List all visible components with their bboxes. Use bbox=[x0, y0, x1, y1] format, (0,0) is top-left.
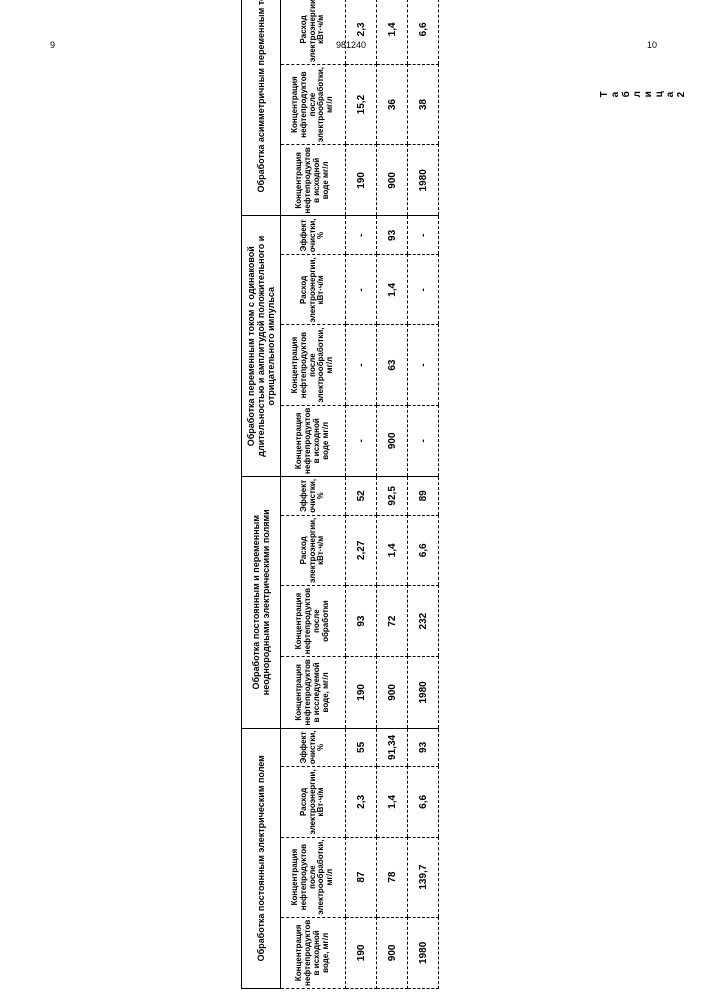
group-header-row: Обработка постоянным электрическим полем… bbox=[242, 0, 281, 989]
cell: 190 bbox=[346, 657, 377, 728]
sub-c1: Концентрация нефтепродуктов в исходной в… bbox=[281, 917, 346, 988]
sub-c8: Эффект очистки, % bbox=[281, 476, 346, 515]
sub-c13: Концентрация нефтепродуктов в исходной в… bbox=[281, 145, 346, 216]
cell: 15,2 bbox=[346, 65, 377, 145]
table-caption: Т а б л и ц а 2 bbox=[599, 90, 687, 97]
cell: 900 bbox=[377, 917, 408, 988]
sub-c9: Концентрация нефтепродуктов в исходной в… bbox=[281, 405, 346, 476]
table-row: 1980 139,7 6,6 93 1980 232 6,6 89 - - - … bbox=[408, 0, 439, 989]
sub-c6: Концентрация нефтепродуктов после обрабо… bbox=[281, 585, 346, 656]
page-number-right: 10 bbox=[647, 40, 657, 50]
table-row: 190 87 2,3 55 190 93 2,27 52 - - - - 190… bbox=[346, 0, 377, 989]
cell: 2,27 bbox=[346, 515, 377, 585]
cell: 1980 bbox=[408, 657, 439, 728]
cell: 63 bbox=[377, 325, 408, 405]
sub-c11: Расход электроэнергии, кВт·ч/м bbox=[281, 255, 346, 325]
cell: - bbox=[346, 325, 377, 405]
cell: 2,3 bbox=[346, 0, 377, 65]
cell: 93 bbox=[408, 728, 439, 767]
cell: - bbox=[346, 216, 377, 255]
cell: 900 bbox=[377, 145, 408, 216]
cell: - bbox=[346, 405, 377, 476]
group-2: Обработка постоянным и переменным неодно… bbox=[242, 476, 281, 728]
group-1: Обработка постоянным электрическим полем bbox=[242, 728, 281, 988]
cell: 89 bbox=[408, 476, 439, 515]
cell: 1980 bbox=[408, 145, 439, 216]
cell: 1,4 bbox=[377, 255, 408, 325]
sub-c14: Концентрация нефтепродуктов после электр… bbox=[281, 65, 346, 145]
cell: 190 bbox=[346, 145, 377, 216]
cell: 78 bbox=[377, 837, 408, 917]
data-table: Обработка постоянным электрическим полем… bbox=[241, 0, 439, 989]
cell: 87 bbox=[346, 837, 377, 917]
cell: 91,34 bbox=[377, 728, 408, 767]
cell: 93 bbox=[377, 216, 408, 255]
cell: - bbox=[408, 255, 439, 325]
table-body: 190 87 2,3 55 190 93 2,27 52 - - - - 190… bbox=[346, 0, 439, 989]
sub-c7: Расход электроэнергии, кВт·ч/м bbox=[281, 515, 346, 585]
cell: - bbox=[346, 255, 377, 325]
cell: 6,6 bbox=[408, 515, 439, 585]
cell: 36 bbox=[377, 65, 408, 145]
sub-header-row: Концентрация нефтепродуктов в исходной в… bbox=[281, 0, 346, 989]
sub-c12: Эффект очистки, % bbox=[281, 216, 346, 255]
group-3: Обработка переменным током с одинаковой … bbox=[242, 216, 281, 476]
cell: 1,4 bbox=[377, 767, 408, 837]
sub-c4: Эффект очистки, % bbox=[281, 728, 346, 767]
cell: 232 bbox=[408, 585, 439, 656]
group-4: Обработка асимметричным переменным током bbox=[242, 0, 281, 216]
cell: 900 bbox=[377, 405, 408, 476]
cell: 6,6 bbox=[408, 767, 439, 837]
sub-c15: Расход электроэнергии, кВт·ч/м bbox=[281, 0, 346, 65]
cell: 38 bbox=[408, 65, 439, 145]
cell: - bbox=[408, 405, 439, 476]
cell: 139,7 bbox=[408, 837, 439, 917]
cell: - bbox=[408, 325, 439, 405]
cell: 1980 bbox=[408, 917, 439, 988]
cell: 2,3 bbox=[346, 767, 377, 837]
cell: 900 bbox=[377, 657, 408, 728]
cell: 55 bbox=[346, 728, 377, 767]
cell: 190 bbox=[346, 917, 377, 988]
cell: - bbox=[408, 216, 439, 255]
cell: 72 bbox=[377, 585, 408, 656]
sub-c10: Концентрация нефтепродуктов после электр… bbox=[281, 325, 346, 405]
page-number-left: 9 bbox=[50, 40, 55, 50]
sub-c3: Расход электроэнергии, кВт·ч/м bbox=[281, 767, 346, 837]
cell: 1,4 bbox=[377, 515, 408, 585]
cell: 1,4 bbox=[377, 0, 408, 65]
sub-c2: Концентрация нефтепродуктов после электр… bbox=[281, 837, 346, 917]
page: 9 981240 10 Т а б л и ц а 2 Обработка по… bbox=[20, 40, 687, 50]
table-container: Обработка постоянным электрическим полем… bbox=[241, 0, 439, 989]
cell: 92,5 bbox=[377, 476, 408, 515]
sub-c5: Концентрация нефтепродуктов в исследуемо… bbox=[281, 657, 346, 728]
cell: 52 bbox=[346, 476, 377, 515]
cell: 6,6 bbox=[408, 0, 439, 65]
cell: 93 bbox=[346, 585, 377, 656]
table-row: 900 78 1,4 91,34 900 72 1,4 92,5 900 63 … bbox=[377, 0, 408, 989]
